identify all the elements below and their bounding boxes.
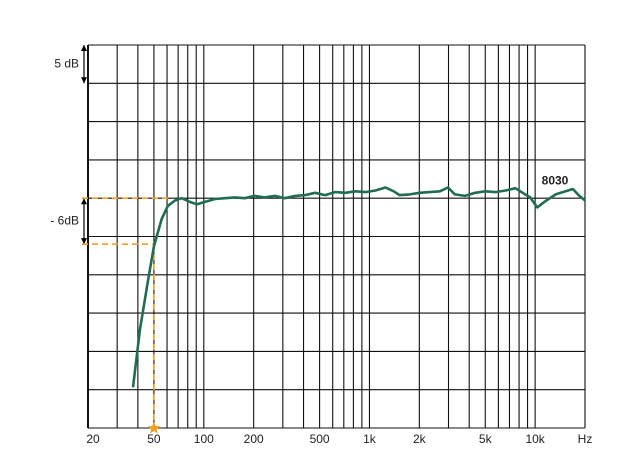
annotation-label: - 6dB [50, 213, 79, 227]
response-line [131, 186, 586, 388]
x-tick-label: 100 [194, 432, 214, 446]
annotation-label: 5 dB [54, 56, 79, 70]
x-tick-label: 200 [244, 432, 264, 446]
x-tick-label: 500 [310, 432, 330, 446]
arrow-head [81, 45, 87, 51]
x-tick-label: 1k [363, 432, 377, 446]
x-tick-label: 5k [479, 432, 493, 446]
arrow-head [81, 198, 87, 205]
arrow-head [81, 238, 87, 245]
arrow-head [81, 77, 87, 84]
cutoff-marker [147, 422, 160, 434]
x-tick-label: 20 [86, 432, 100, 446]
x-tick-label: Hz [578, 432, 593, 446]
x-tick-label: 10k [525, 432, 545, 446]
x-tick-label: 2k [413, 432, 427, 446]
series-label: 8030 [542, 174, 569, 188]
x-tick-label: 50 [147, 432, 161, 446]
